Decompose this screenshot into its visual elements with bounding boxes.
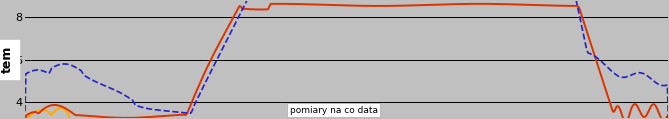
Y-axis label: tem: tem bbox=[1, 46, 13, 73]
Text: pomiary na co data: pomiary na co data bbox=[290, 106, 378, 115]
